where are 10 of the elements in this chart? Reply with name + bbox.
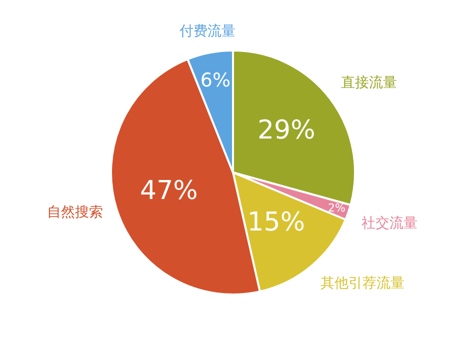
slice-label: 付费流量	[178, 24, 236, 40]
data-label: 29%	[257, 116, 316, 146]
slice-label: 直接流量	[341, 74, 398, 91]
data-label: 2%	[328, 201, 346, 214]
slice-label: 自然搜索	[47, 204, 104, 221]
slice-label: 其他引荐流量	[320, 275, 404, 292]
data-label: 6%	[200, 69, 231, 92]
data-label: 47%	[140, 176, 198, 206]
slice-label: 社交流量	[362, 216, 418, 232]
data-label: 15%	[247, 208, 306, 238]
